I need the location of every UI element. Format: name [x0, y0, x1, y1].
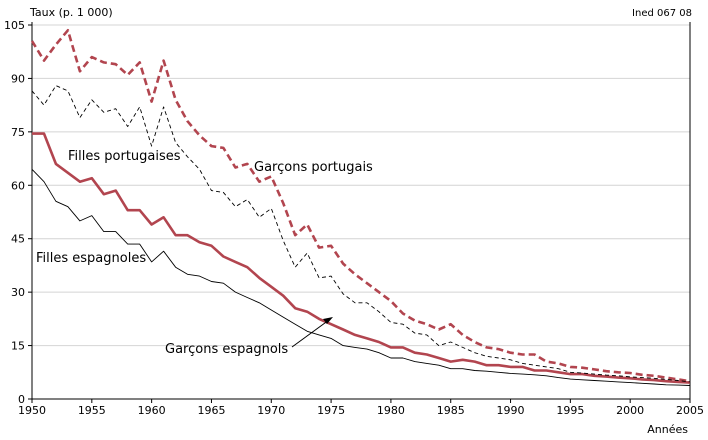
x-tick-label: 1980: [377, 404, 405, 417]
x-tick-label: 1960: [138, 404, 166, 417]
x-tick-label: 1990: [497, 404, 525, 417]
y-tick-label: 90: [11, 72, 25, 85]
x-tick-label: 1955: [78, 404, 106, 417]
series-filles-portugaises: [32, 132, 691, 384]
label-filles-portugaises: Filles portugaises: [68, 149, 181, 164]
y-tick-label: 0: [18, 393, 25, 406]
x-axis-label: Années: [647, 423, 688, 436]
y-tick-label: 15: [11, 340, 25, 353]
label-garcons-portugais: Garçons portugais: [254, 160, 373, 175]
y-tick-labels: 0 15 30 45 60 75 90 105: [4, 19, 25, 406]
x-tick-label: 1950: [18, 404, 46, 417]
x-tick-labels: 1950 1955 1960 1965 1970 1975 1980 1985 1990 1995…: [18, 404, 704, 417]
annotation-arrow: [291, 317, 333, 348]
x-tick-label: 1995: [556, 404, 584, 417]
grid: [32, 24, 690, 347]
x-tick-label: 1975: [317, 404, 345, 417]
series-garcons-espagnols: [31, 85, 691, 383]
x-tick-label: 2005: [676, 404, 704, 417]
x-tick-label: 1970: [257, 404, 285, 417]
y-tick-label: 45: [11, 233, 25, 246]
series-lines: [30, 28, 691, 386]
series-garcons-portugais: [30, 28, 691, 383]
y-tick-label: 105: [4, 19, 25, 32]
label-filles-espagnoles: Filles espagnoles: [36, 251, 146, 266]
y-tick-label: 30: [11, 286, 25, 299]
y-tick-label: 60: [11, 179, 25, 192]
y-tick-label: 75: [11, 126, 25, 139]
label-garcons-espagnols: Garçons espagnols: [165, 342, 288, 357]
x-tick-label: 2000: [616, 404, 644, 417]
source-note: Ined 067 08: [632, 8, 692, 19]
y-axis-label: Taux (p. 1 000): [29, 6, 113, 19]
x-tick-label: 1965: [197, 404, 225, 417]
series-filles-espagnoles: [31, 168, 691, 386]
axes: [28, 22, 691, 403]
x-tick-label: 1985: [437, 404, 465, 417]
